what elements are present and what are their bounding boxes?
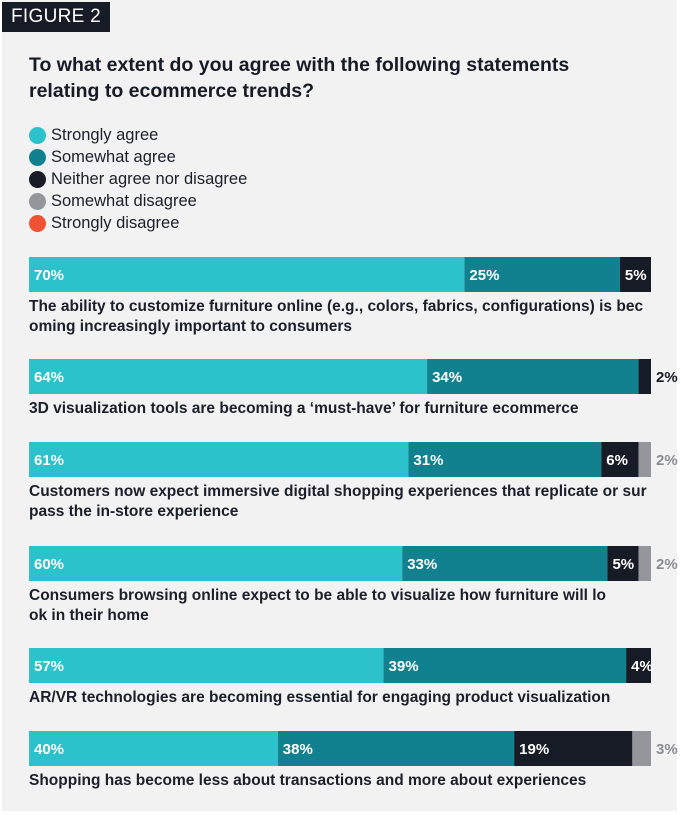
data-label: 34% xyxy=(432,369,462,386)
data-label: 60% xyxy=(34,556,64,573)
legend-label: Strongly disagree xyxy=(51,213,180,232)
bar-segment-somewhat-agree xyxy=(408,442,602,477)
bar-segment-neither xyxy=(514,731,633,766)
bar-segment-somewhat-agree xyxy=(383,648,627,683)
data-label: 38% xyxy=(283,741,313,758)
bar-segment-strongly-agree xyxy=(29,359,428,394)
figure-label: FIGURE 2 xyxy=(2,2,111,32)
data-label: 6% xyxy=(606,452,628,469)
data-label: 19% xyxy=(519,741,549,758)
bar-segment-somewhat-disagree xyxy=(638,546,651,581)
legend: Strongly agree Somewhat agree Neither ag… xyxy=(29,124,247,234)
category-label: pass the in-store experience xyxy=(29,503,239,520)
category-label: 3D visualization tools are becoming a ‘m… xyxy=(29,400,579,417)
data-label: 57% xyxy=(34,658,64,675)
legend-item-somewhat-agree: Somewhat agree xyxy=(29,146,247,168)
legend-label: Strongly agree xyxy=(51,125,159,144)
bar-segment-strongly-agree xyxy=(29,442,409,477)
legend-item-neither: Neither agree nor disagree xyxy=(29,168,247,190)
bar-segment-neither xyxy=(619,257,651,292)
category-label: ok in their home xyxy=(29,607,149,624)
legend-item-strongly-disagree: Strongly disagree xyxy=(29,212,247,234)
data-label: 31% xyxy=(413,452,443,469)
data-label: 2% xyxy=(656,452,678,469)
legend-swatch-somewhat-agree xyxy=(29,148,46,166)
legend-item-strongly-agree: Strongly agree xyxy=(29,124,247,146)
data-label: 4% xyxy=(631,658,653,675)
data-label: 2% xyxy=(656,369,678,386)
legend-label: Somewhat agree xyxy=(51,147,176,166)
bar-segment-somewhat-disagree xyxy=(638,442,651,477)
bar-segment-somewhat-agree xyxy=(277,731,515,766)
legend-swatch-strongly-disagree xyxy=(29,214,46,232)
category-label: AR/VR technologies are becoming essentia… xyxy=(29,689,610,706)
bar-segment-strongly-agree xyxy=(29,546,403,581)
data-label: 3% xyxy=(656,741,678,758)
data-label: 40% xyxy=(34,741,64,758)
bar-segment-somewhat-disagree xyxy=(632,731,651,766)
legend-swatch-somewhat-disagree xyxy=(29,192,46,210)
data-label: 39% xyxy=(389,658,419,675)
bar-segment-neither xyxy=(638,359,651,394)
legend-swatch-neither xyxy=(29,170,46,188)
bar-segment-somewhat-agree xyxy=(402,546,608,581)
data-label: 61% xyxy=(34,452,64,469)
data-label: 33% xyxy=(407,556,437,573)
data-label: 2% xyxy=(656,556,678,573)
bar-segment-somewhat-agree xyxy=(464,257,620,292)
data-label: 64% xyxy=(34,369,64,386)
category-label: Shopping has become less about transacti… xyxy=(29,772,586,789)
category-label: Customers now expect immersive digital s… xyxy=(29,483,647,500)
legend-swatch-strongly-agree xyxy=(29,126,46,144)
bar-segment-strongly-agree xyxy=(29,731,278,766)
chart-title: To what extent do you agree with the fol… xyxy=(29,54,570,102)
legend-item-somewhat-disagree: Somewhat disagree xyxy=(29,190,247,212)
data-label: 70% xyxy=(34,267,64,284)
bar-segment-neither xyxy=(601,442,639,477)
data-label: 25% xyxy=(469,267,499,284)
bar-segment-neither xyxy=(626,648,651,683)
bar-segment-neither xyxy=(607,546,639,581)
data-label: 5% xyxy=(612,556,634,573)
bar-segment-somewhat-agree xyxy=(427,359,639,394)
category-label: oming increasingly important to consumer… xyxy=(29,318,352,335)
category-label: The ability to customize furniture onlin… xyxy=(29,298,643,315)
legend-label: Neither agree nor disagree xyxy=(51,169,248,188)
bar-segment-strongly-agree xyxy=(29,257,465,292)
data-label: 5% xyxy=(625,267,647,284)
legend-label: Somewhat disagree xyxy=(51,191,197,210)
category-label: Consumers browsing online expect to be a… xyxy=(29,587,606,604)
bar-segment-strongly-agree xyxy=(29,648,384,683)
